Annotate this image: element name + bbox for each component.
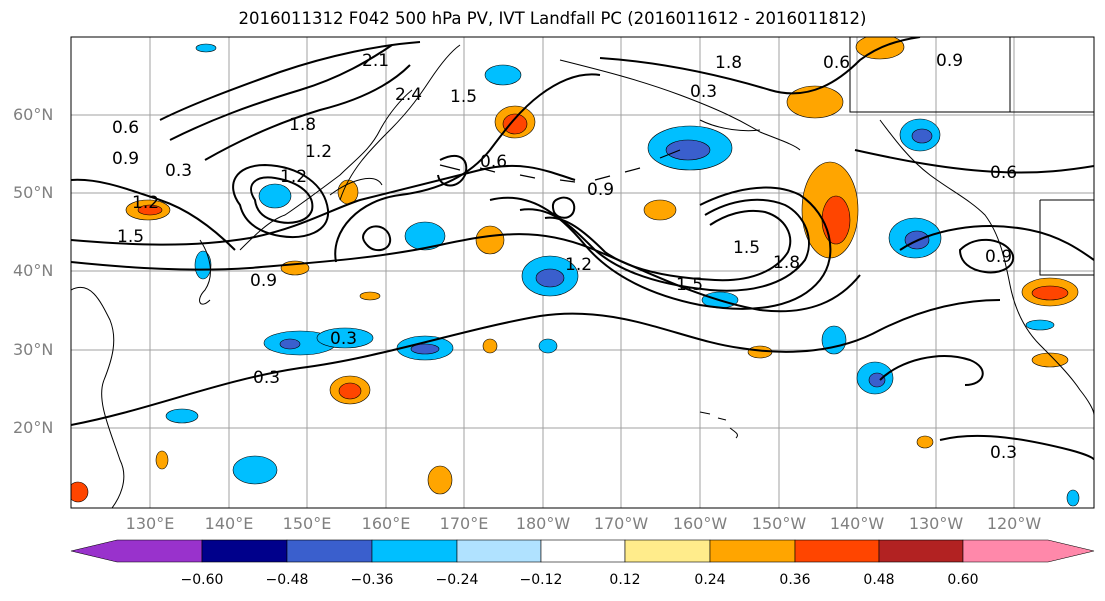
lat-label-30n: 30°N xyxy=(13,340,54,359)
colorbar xyxy=(70,539,1095,563)
lon-label-130w: 130°W xyxy=(908,514,964,533)
contour-label-1.5-b: 1.5 xyxy=(117,227,144,247)
colorbar-swatch-3 xyxy=(371,539,458,563)
colorbar-tick-label: −0.36 xyxy=(350,572,394,588)
colorbar-swatch-7 xyxy=(709,539,796,563)
colorbar-tick-label: 0.24 xyxy=(694,572,726,588)
contour-label-0.6-c: 0.6 xyxy=(823,53,850,73)
colorbar-swatch-4 xyxy=(456,539,542,563)
colorbar-swatch-9 xyxy=(878,539,964,563)
contour-label-0.9-c: 0.9 xyxy=(112,149,139,169)
contour-label-1.8-b: 1.8 xyxy=(773,253,800,273)
coastlines xyxy=(71,37,1094,508)
map-title: 2016011312 F042 500 hPa PV, IVT Landfall… xyxy=(238,9,867,28)
contour-label-2.1: 2.1 xyxy=(362,51,389,71)
contour-label-1.5-d: 1.5 xyxy=(450,87,477,107)
lon-label-140e: 140°E xyxy=(204,514,254,533)
contour-label-0.6-d: 0.6 xyxy=(112,118,139,138)
contour-label-0.3-a: 0.3 xyxy=(253,368,280,388)
lon-label-160w: 160°W xyxy=(672,514,728,533)
lon-label-170e: 170°E xyxy=(439,514,489,533)
contour-label-1.2-b: 1.2 xyxy=(280,167,307,187)
contour-label-1.2-d: 1.2 xyxy=(132,193,159,213)
contour-labels: 0.3 0.3 0.3 0.3 0.3 0.6 0.6 0.6 0.6 0.9 … xyxy=(112,51,1017,463)
map-frame xyxy=(70,36,1095,509)
colorbar-swatch-6 xyxy=(624,539,711,563)
contour-label-0.6-b: 0.6 xyxy=(990,163,1017,183)
lon-label-180w: 180°W xyxy=(515,514,571,533)
lat-label-40n: 40°N xyxy=(13,261,54,280)
contour-label-1.5-a: 1.5 xyxy=(676,275,703,295)
contour-label-0.3-e: 0.3 xyxy=(990,443,1017,463)
lon-label-120w: 120°W xyxy=(986,514,1042,533)
lon-label-160e: 160°E xyxy=(361,514,411,533)
gridlines xyxy=(71,37,1094,508)
colorbar-swatch-0 xyxy=(70,539,203,563)
contour-label-0.9-a: 0.9 xyxy=(250,271,277,291)
colorbar-swatch-2 xyxy=(286,539,373,563)
contour-label-0.9-b: 0.9 xyxy=(936,51,963,71)
colorbar-swatch-5 xyxy=(540,539,626,563)
colorbar-tick-label: −0.24 xyxy=(435,572,479,588)
colorbar-tick-label: 0.36 xyxy=(779,572,811,588)
colorbar-swatch-10 xyxy=(962,539,1095,563)
colorbar-tick-label: 0.48 xyxy=(863,572,895,588)
contour-label-0.9-d: 0.9 xyxy=(587,180,614,200)
colorbar-tick-label: −0.12 xyxy=(519,572,563,588)
pc-fill-shading xyxy=(71,37,1080,507)
colorbar-swatch-1 xyxy=(201,539,288,563)
lon-label-150e: 150°E xyxy=(282,514,332,533)
colorbar-tick-label: 0.12 xyxy=(609,572,641,588)
colorbar-tick-label: −0.60 xyxy=(180,572,224,588)
lat-label-60n: 60°N xyxy=(13,105,54,124)
lat-label-20n: 20°N xyxy=(13,418,54,437)
colorbar-tick-label: 0.60 xyxy=(947,572,979,588)
contour-label-1.5-c: 1.5 xyxy=(733,238,760,258)
contour-label-0.9-e: 0.9 xyxy=(985,247,1012,267)
lon-label-170w: 170°W xyxy=(593,514,649,533)
contour-label-0.6-a: 0.6 xyxy=(480,152,507,172)
pv-contours xyxy=(71,37,1094,461)
contour-label-2.4: 2.4 xyxy=(395,85,422,105)
lon-label-140w: 140°W xyxy=(829,514,885,533)
lon-label-150w: 150°W xyxy=(751,514,807,533)
colorbar-tick-label: −0.48 xyxy=(265,572,309,588)
colorbar-swatch-8 xyxy=(794,539,880,563)
contour-label-1.8-a: 1.8 xyxy=(715,53,742,73)
lat-label-50n: 50°N xyxy=(13,183,54,202)
lon-label-130e: 130°E xyxy=(125,514,175,533)
contour-label-0.3-c: 0.3 xyxy=(330,329,357,349)
contour-label-0.3-d: 0.3 xyxy=(690,82,717,102)
contour-label-0.3-b: 0.3 xyxy=(165,161,192,181)
contour-label-1.8-c: 1.8 xyxy=(289,115,316,135)
contour-label-1.2-a: 1.2 xyxy=(565,255,592,275)
contour-label-1.2-c: 1.2 xyxy=(305,142,332,162)
